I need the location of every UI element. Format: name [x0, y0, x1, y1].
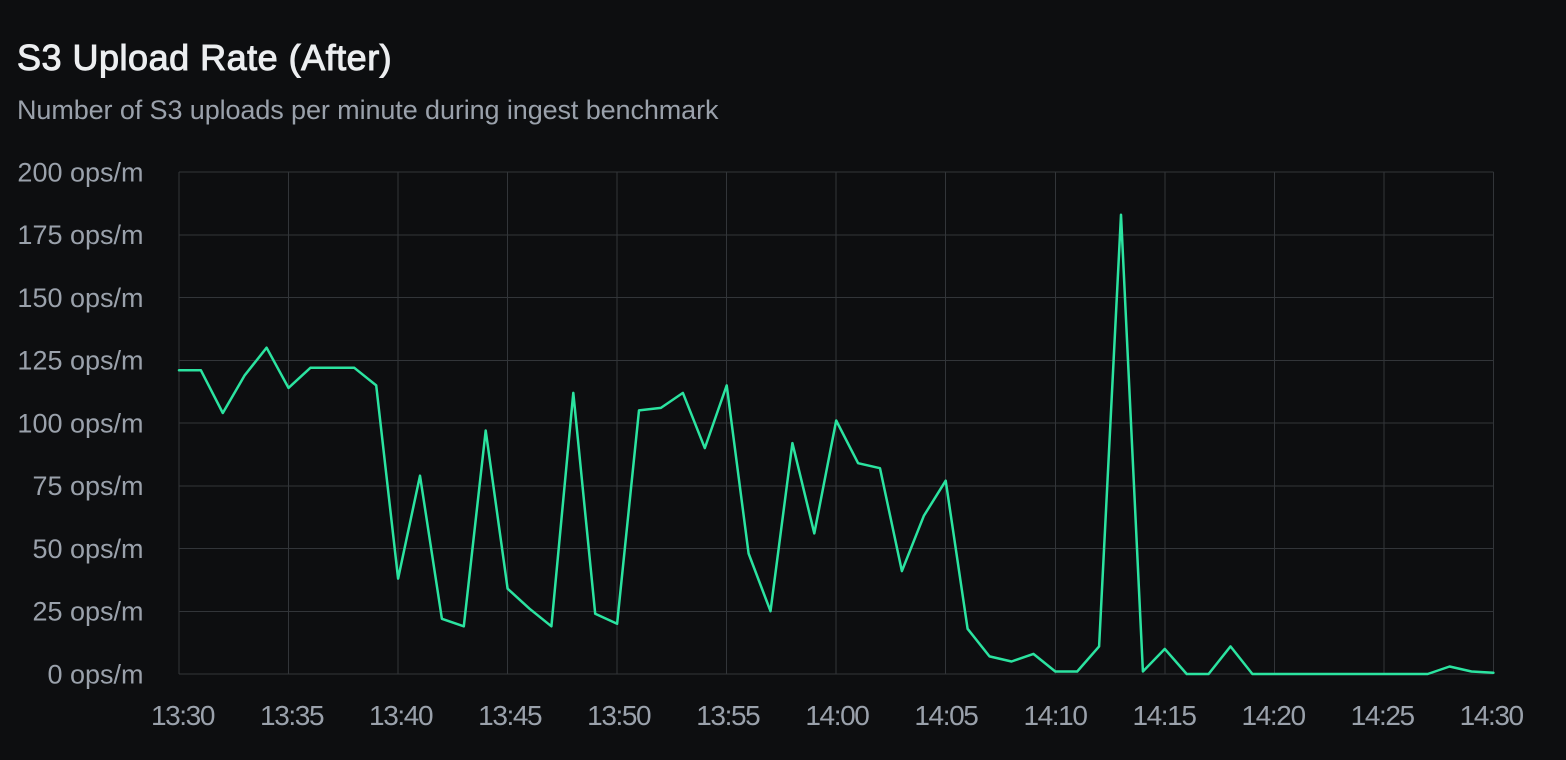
- svg-text:50 ops/m: 50 ops/m: [32, 534, 143, 564]
- svg-text:14:10: 14:10: [1023, 700, 1087, 731]
- svg-text:13:55: 13:55: [696, 700, 760, 731]
- svg-text:14:25: 14:25: [1351, 700, 1415, 731]
- svg-text:13:45: 13:45: [478, 700, 542, 731]
- svg-text:Number of S3 uploads per minut: Number of S3 uploads per minute during i…: [17, 95, 719, 125]
- svg-text:13:40: 13:40: [369, 700, 433, 731]
- svg-text:14:05: 14:05: [914, 700, 978, 731]
- svg-text:150 ops/m: 150 ops/m: [17, 283, 143, 313]
- svg-text:13:35: 13:35: [260, 700, 324, 731]
- svg-text:25 ops/m: 25 ops/m: [32, 597, 143, 627]
- svg-text:13:30: 13:30: [151, 700, 215, 731]
- svg-text:75 ops/m: 75 ops/m: [32, 471, 143, 501]
- svg-text:100 ops/m: 100 ops/m: [17, 408, 143, 438]
- svg-text:125 ops/m: 125 ops/m: [17, 346, 143, 376]
- svg-text:200 ops/m: 200 ops/m: [17, 157, 143, 187]
- svg-text:14:15: 14:15: [1132, 700, 1196, 731]
- svg-text:14:00: 14:00: [805, 700, 869, 731]
- svg-text:14:30: 14:30: [1460, 700, 1524, 731]
- svg-text:175 ops/m: 175 ops/m: [17, 220, 143, 250]
- svg-text:0 ops/m: 0 ops/m: [47, 659, 143, 689]
- svg-text:14:20: 14:20: [1242, 700, 1306, 731]
- svg-text:13:50: 13:50: [587, 700, 651, 731]
- svg-text:S3 Upload Rate (After): S3 Upload Rate (After): [17, 37, 392, 78]
